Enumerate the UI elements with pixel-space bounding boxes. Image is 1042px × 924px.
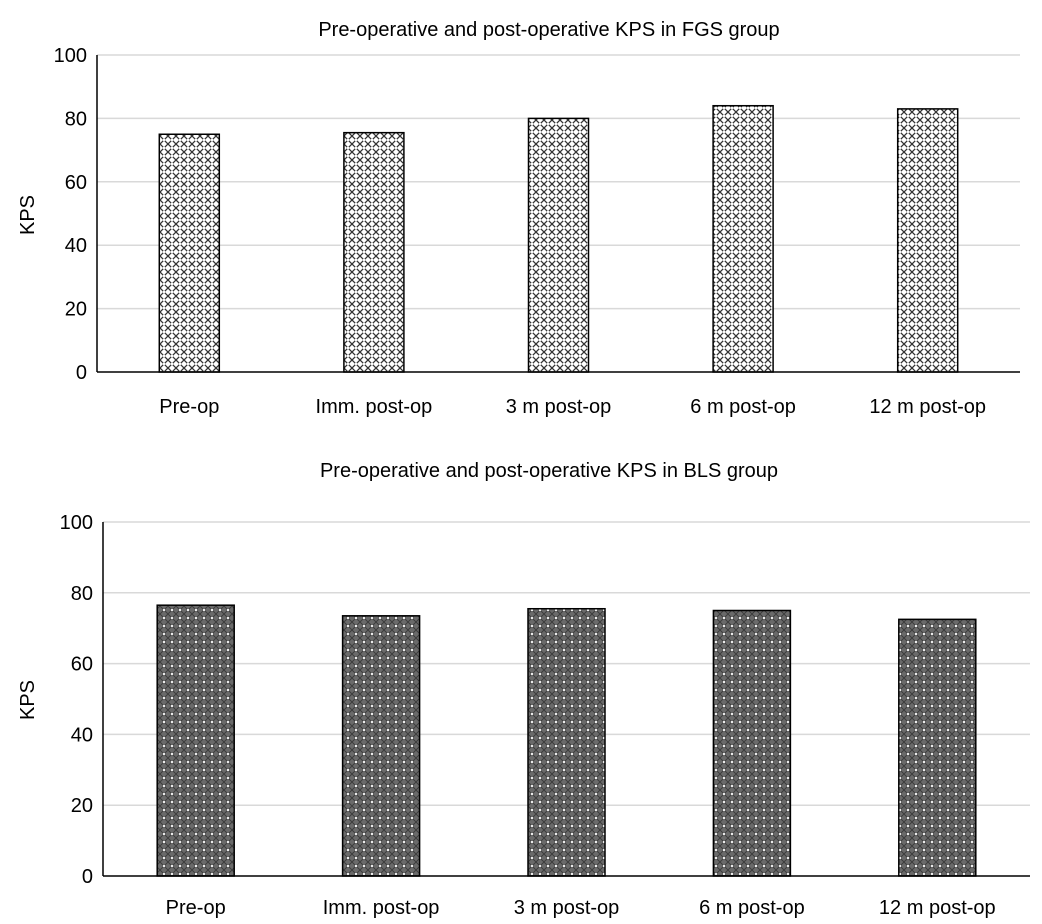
bar-6-m-post-op	[712, 609, 792, 877]
fgs-kps-bar-chart: Pre-operative and post-operative KPS in …	[17, 19, 1020, 418]
bar-3-m-post-op	[527, 607, 606, 877]
x-category-label: 12 m post-op	[869, 396, 986, 418]
y-tick-label: 40	[65, 235, 87, 257]
y-tick-label: 20	[65, 299, 87, 321]
x-category-label: Pre-op	[159, 396, 219, 418]
bar-3-m-post-op	[527, 117, 590, 373]
y-tick-label: 60	[65, 172, 87, 194]
y-tick-label: 0	[82, 866, 93, 888]
y-tick-label: 80	[65, 108, 87, 130]
x-category-label: Imm. post-op	[323, 897, 440, 919]
y-tick-label: 60	[71, 654, 93, 676]
chart-title: Pre-operative and post-operative KPS in …	[318, 19, 779, 41]
bar-12-m-post-op	[898, 618, 977, 877]
y-tick-label: 20	[71, 795, 93, 817]
bar-imm-post-op	[343, 131, 405, 373]
x-category-label: 6 m post-op	[690, 396, 796, 418]
y-tick-label: 100	[54, 45, 87, 67]
fgs-kps-chart: Pre-operative and post-operative KPS in …	[17, 19, 1020, 418]
bar-6-m-post-op	[712, 104, 774, 373]
bls-kps-chart: Pre-operative and post-operative KPS in …	[0, 462, 1042, 924]
x-category-label: 3 m post-op	[514, 897, 620, 919]
chart-title: Pre-operative and post-operative KPS in …	[320, 462, 778, 482]
bls-kps-bar-chart: Pre-operative and post-operative KPS in …	[17, 462, 1030, 919]
x-category-label: Pre-op	[166, 897, 226, 919]
y-tick-label: 40	[71, 724, 93, 746]
bar-pre-op	[156, 604, 235, 877]
y-tick-label: 100	[60, 512, 93, 534]
y-tick-label: 0	[76, 362, 87, 384]
x-category-label: 6 m post-op	[699, 897, 805, 919]
y-axis-label: KPS	[17, 680, 39, 720]
y-tick-label: 80	[71, 583, 93, 605]
bar-pre-op	[158, 133, 221, 373]
x-category-label: Imm. post-op	[316, 396, 433, 418]
x-category-label: 3 m post-op	[506, 396, 612, 418]
y-axis-label: KPS	[17, 195, 39, 235]
bar-12-m-post-op	[896, 108, 959, 373]
bar-imm-post-op	[341, 615, 421, 877]
x-category-label: 12 m post-op	[879, 897, 996, 919]
